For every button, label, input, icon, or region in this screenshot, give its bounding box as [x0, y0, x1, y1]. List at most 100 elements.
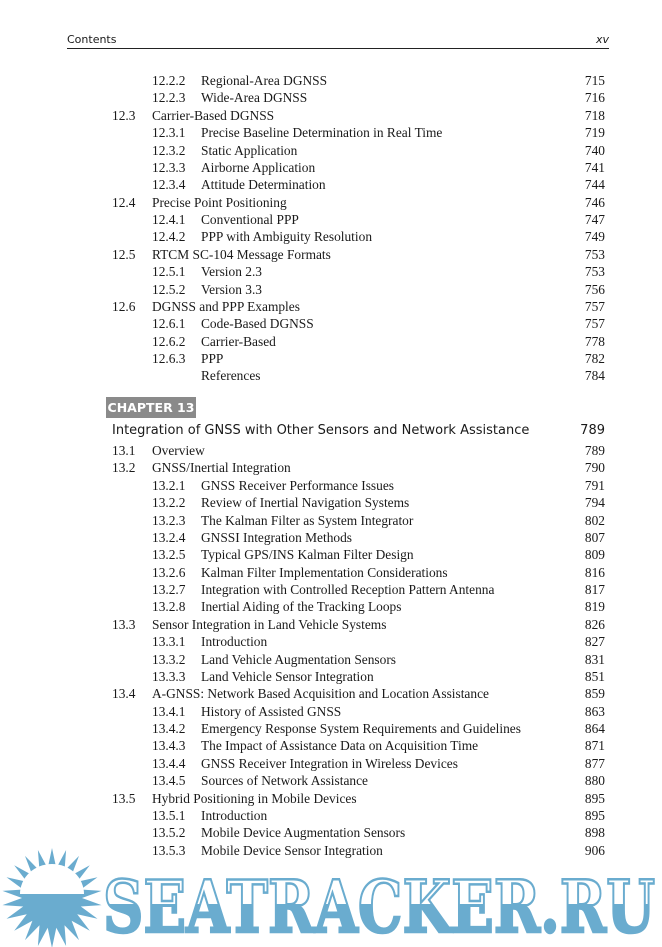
toc-entry[interactable]: 13.5.3 Mobile Device Sensor Integration 90…	[0, 842, 662, 859]
toc-entry-title: Introduction	[201, 807, 268, 823]
toc-entry-number: 12.5.1	[152, 264, 186, 280]
toc-entry-page: 827	[584, 634, 605, 650]
toc-entry-title: Carrier-Based DGNSS	[152, 107, 275, 123]
toc-entry-number: 12.3.1	[152, 125, 186, 141]
toc-entry[interactable]: 13.3.1 Introduction 827	[0, 633, 662, 650]
toc-entry-number: 12.4.1	[152, 212, 186, 227]
toc-entry-title: A-GNSS: Network Based Acquisition and Lo…	[152, 686, 489, 702]
toc-entry-number: 13.3	[112, 616, 136, 632]
toc-entry-page: 826	[584, 616, 605, 632]
toc-entry[interactable]: 13.2.5 Typical GPS/INS Kalman Filter Desi…	[0, 546, 662, 563]
toc-entry-title: Inertial Aiding of the Tracking Loops	[201, 599, 402, 615]
toc-entry-number: 12.3.2	[152, 142, 186, 158]
toc-entry[interactable]: 13.2 GNSS/Inertial Integration 790	[0, 459, 662, 476]
running-header: Contents xv	[67, 33, 609, 49]
toc-entry[interactable]: 12.3 Carrier-Based DGNSS 718	[0, 107, 662, 124]
toc-entry[interactable]: 13.4.4 GNSS Receiver Integration in Wirel…	[0, 755, 662, 772]
toc-entry[interactable]: 13.2.7 Integration with Controlled Recept…	[0, 581, 662, 598]
chapter-title-row[interactable]: Integration of GNSS with Other Sensors a…	[112, 421, 605, 440]
toc-entry-title: Mobile Device Augmentation Sensors	[201, 825, 406, 841]
toc-entry[interactable]: 13.5.1 Introduction 895	[0, 807, 662, 824]
toc-entry-page: 756	[584, 281, 605, 297]
toc-entry[interactable]: 13.2.2 Review of Inertial Navigation Syst…	[0, 494, 662, 511]
toc-entry[interactable]: 12.4.2 PPP with Ambiguity Resolution 749	[0, 228, 662, 245]
toc-entry-page: 718	[584, 107, 605, 123]
toc-entry-number: 13.5.3	[152, 842, 186, 858]
toc-entry[interactable]: 13.2.1 GNSS Receiver Performance Issues 79…	[0, 477, 662, 494]
toc-entry[interactable]: 13.4.5 Sources of Network Assistance 880	[0, 772, 662, 789]
toc-entry[interactable]: 12.5.2 Version 3.3 756	[0, 281, 662, 298]
toc-entry-title: Land Vehicle Augmentation Sensors	[201, 651, 396, 667]
toc-entry-number: 13.2.6	[152, 564, 186, 580]
toc-entry[interactable]: 12.5 RTCM SC-104 Message Formats 753	[0, 246, 662, 263]
toc-entry[interactable]: 13.2.4 GNSSI Integration Methods 807	[0, 529, 662, 546]
toc-entry[interactable]: 13.5.2 Mobile Device Augmentation Sensors…	[0, 824, 662, 841]
toc-entry-title: Hybrid Positioning in Mobile Devices	[152, 790, 357, 806]
header-page-number: xv	[595, 33, 609, 46]
toc-entry-number: 12.5	[112, 246, 136, 262]
toc-entry-title: The Impact of Assistance Data on Acquisi…	[201, 738, 479, 754]
toc-entry-title: RTCM SC-104 Message Formats	[152, 246, 331, 262]
toc-entry-page: 895	[584, 807, 605, 823]
toc-entry-page: 809	[584, 547, 605, 563]
toc-entry-title: Overview	[152, 443, 205, 458]
toc-entry[interactable]: 13.4.2 Emergency Response System Requirem…	[0, 720, 662, 737]
toc-entry[interactable]: 12.4.1 Conventional PPP 747	[0, 211, 662, 228]
toc-entry-number: 13.2.1	[152, 477, 186, 493]
toc-entry[interactable]: 13.4 A-GNSS: Network Based Acquisition an…	[0, 685, 662, 702]
toc-entry-page: 789	[584, 443, 605, 458]
toc-entry[interactable]: 12.3.1 Precise Baseline Determination in …	[0, 124, 662, 141]
toc-entry[interactable]: 13.4.1 History of Assisted GNSS 863	[0, 703, 662, 720]
toc-entry-number: 12.2.2	[152, 73, 186, 88]
toc-entry[interactable]: 12.3.2 Static Application 740	[0, 142, 662, 159]
toc-entry[interactable]: 12.3.3 Airborne Application 741	[0, 159, 662, 176]
toc-entry-page: 877	[584, 755, 605, 771]
toc-entry-title: PPP with Ambiguity Resolution	[201, 229, 373, 245]
toc-entry-number: 13.2.2	[152, 495, 186, 511]
toc-entry[interactable]: 12.6.1 Code-Based DGNSS 757	[0, 315, 662, 332]
toc-entry-number: 12.4.2	[152, 229, 186, 245]
toc-entry[interactable]: 13.5 Hybrid Positioning in Mobile Devices…	[0, 790, 662, 807]
toc-entry[interactable]: 13.2.6 Kalman Filter Implementation Consi…	[0, 564, 662, 581]
toc-entry[interactable]: 13.3.2 Land Vehicle Augmentation Sensors 8…	[0, 651, 662, 668]
toc-entry-title: References	[201, 368, 261, 384]
toc-entry-page: 744	[584, 177, 605, 193]
toc-entry-number: 12.3	[112, 107, 136, 123]
toc-entry-number: 13.5.1	[152, 807, 186, 823]
toc-entry-title: GNSS Receiver Integration in Wireless De…	[201, 755, 458, 771]
toc-entry[interactable]: 12.6.2 Carrier-Based 778	[0, 333, 662, 350]
toc-entry[interactable]: 12.4 Precise Point Positioning 746	[0, 194, 662, 211]
toc-entry[interactable]: 13.2.8 Inertial Aiding of the Tracking Lo…	[0, 598, 662, 615]
chapter-title: Integration of GNSS with Other Sensors a…	[112, 423, 530, 438]
toc-entry-page: 802	[584, 512, 605, 528]
toc-list-chapter-12: 12.2.2 Regional-Area DGNSS 715 12.2.3 Wide-A…	[0, 72, 662, 385]
toc-entry-page: 807	[584, 529, 605, 545]
header-section: Contents	[67, 33, 117, 46]
toc-entry-title: Attitude Determination	[201, 177, 326, 193]
toc-entry-number: 13.5.2	[152, 825, 186, 841]
toc-entry-page: 794	[584, 495, 605, 511]
toc-entry[interactable]: 13.4.3 The Impact of Assistance Data on A…	[0, 737, 662, 754]
toc-entry-title: Precise Baseline Determination in Real T…	[201, 125, 443, 141]
toc-entry[interactable]: References 784	[0, 367, 662, 384]
toc-entry[interactable]: 13.2.3 The Kalman Filter as System Integr…	[0, 512, 662, 529]
toc-entry-number: 13.4	[112, 686, 136, 702]
toc-entry-number: 12.6.3	[152, 351, 186, 366]
toc-entry[interactable]: 12.2.2 Regional-Area DGNSS 715	[0, 72, 662, 89]
toc-entry[interactable]: 13.1 Overview 789	[0, 442, 662, 459]
toc-entry[interactable]: 12.6.3 PPP 782	[0, 350, 662, 367]
toc-entry[interactable]: 12.5.1 Version 2.3 753	[0, 263, 662, 280]
toc-entry-page: 864	[584, 721, 605, 736]
toc-entry-title: Review of Inertial Navigation Systems	[201, 495, 410, 511]
toc-entry-page: 791	[584, 477, 605, 493]
toc-entry-number: 13.3.3	[152, 668, 186, 684]
toc-entry[interactable]: 12.6 DGNSS and PPP Examples 757	[0, 298, 662, 315]
chapter-page: 789	[580, 423, 605, 438]
toc-entry[interactable]: 12.3.4 Attitude Determination 744	[0, 176, 662, 193]
toc-entry-number: 13.4.4	[152, 755, 186, 771]
toc-entry-title: Code-Based DGNSS	[201, 316, 314, 332]
toc-entry[interactable]: 12.2.3 Wide-Area DGNSS 716	[0, 89, 662, 106]
toc-entry[interactable]: 13.3.3 Land Vehicle Sensor Integration 851	[0, 668, 662, 685]
toc-entry[interactable]: 13.3 Sensor Integration in Land Vehicle S…	[0, 616, 662, 633]
toc-entry-page: 831	[584, 651, 605, 667]
